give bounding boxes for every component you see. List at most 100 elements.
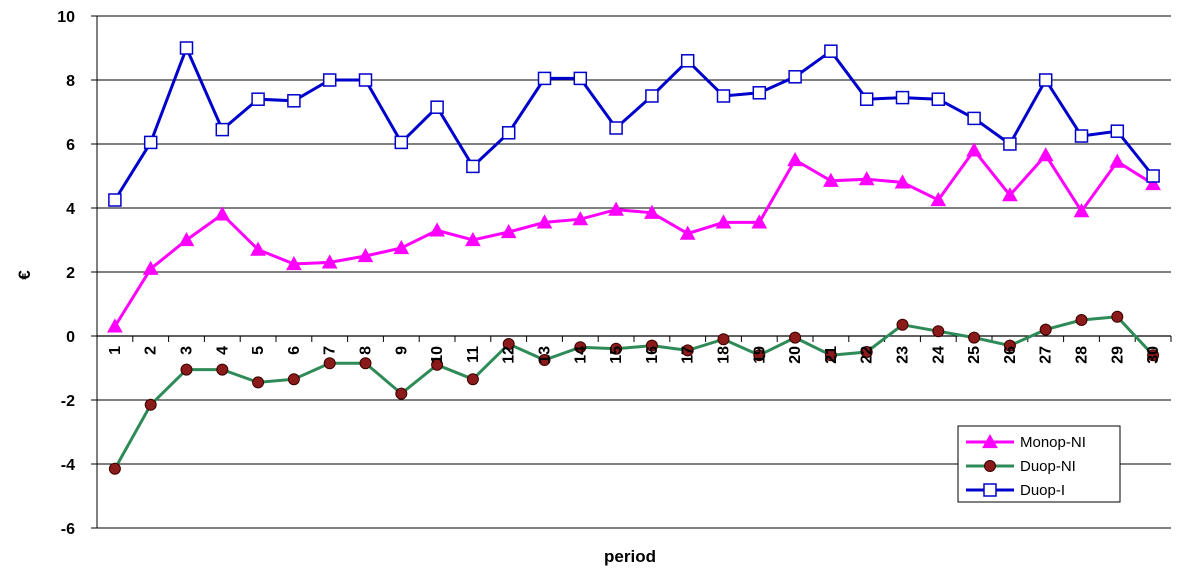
- data-point-duop-i: [251, 92, 265, 106]
- data-point-duop-ni: [824, 349, 837, 362]
- data-point-duop-i: [609, 121, 623, 135]
- data-point-duop-i: [680, 54, 695, 68]
- data-point-duop-ni: [180, 363, 193, 376]
- data-point-duop-ni: [466, 373, 479, 386]
- data-point-monop-ni: [1002, 187, 1018, 202]
- data-point-monop-ni: [1073, 203, 1090, 218]
- y-tick-label: 6: [66, 137, 75, 154]
- data-point-duop-ni: [359, 357, 372, 370]
- data-point-duop-ni: [252, 376, 265, 389]
- x-tick-label: 20: [787, 346, 804, 364]
- data-point-duop-i: [358, 73, 373, 87]
- x-tick-label: 26: [1002, 346, 1019, 364]
- data-point-monop-ni: [536, 214, 553, 229]
- data-point-monop-ni: [894, 174, 911, 189]
- data-point-duop-i: [752, 86, 767, 100]
- series-line-monop-ni: [113, 147, 1154, 328]
- data-point-duop-i: [1110, 124, 1125, 138]
- data-point-duop-ni: [789, 331, 802, 344]
- data-point-duop-ni: [645, 339, 658, 352]
- data-point-duop-ni: [896, 318, 909, 331]
- data-point-monop-ni: [500, 223, 517, 239]
- x-tick-label: 27: [1038, 346, 1055, 364]
- data-point-duop-i: [108, 193, 122, 207]
- data-point-duop-i: [1074, 129, 1089, 143]
- data-point-duop-i: [1038, 73, 1053, 87]
- data-point-duop-i: [895, 90, 910, 105]
- x-tick-label: 24: [930, 346, 947, 364]
- data-point-duop-ni: [1075, 314, 1088, 326]
- x-tick-label: 17: [680, 346, 697, 364]
- data-point-monop-ni: [1109, 153, 1126, 168]
- x-tick-labels: 1 2 3 4 5 6 7 8 9 10 11 12 13 14 15 16 17 18 19 20 21 22 23 24 2…: [107, 346, 1162, 364]
- x-tick-label: 28: [1074, 346, 1091, 364]
- data-point-duop-i: [322, 73, 337, 87]
- data-point-monop-ni: [1037, 147, 1054, 162]
- data-point-monop-ni: [429, 222, 445, 237]
- legend-label-duop-i: Duop-I: [1020, 482, 1065, 499]
- axes: [91, 15, 1172, 529]
- y-tick-label: 10: [57, 9, 75, 26]
- data-point-duop-ni: [144, 398, 157, 411]
- x-tick-label: 25: [966, 346, 983, 364]
- series-monop-ni: [107, 142, 1161, 333]
- data-point-duop-i: [537, 71, 552, 86]
- y-tick-label: -2: [61, 393, 75, 410]
- x-tick-label: 8: [358, 346, 375, 355]
- x-tick-label: 5: [250, 346, 267, 355]
- legend-item-monop-ni: Monop-NI: [966, 433, 1086, 451]
- x-tick-label: 13: [537, 346, 554, 364]
- data-point-monop-ni: [465, 231, 481, 247]
- y-tick-label: -4: [61, 457, 75, 474]
- data-point-duop-ni: [681, 344, 694, 357]
- x-tick-label: 15: [608, 346, 625, 364]
- data-point-duop-i: [573, 71, 588, 86]
- data-point-monop-ni: [214, 206, 231, 221]
- y-tick-label: 2: [66, 265, 75, 282]
- data-point-monop-ni: [644, 204, 660, 219]
- data-point-duop-ni: [860, 346, 873, 358]
- x-tick-label: 19: [751, 346, 768, 364]
- legend-marker-duop-i: [983, 483, 997, 497]
- data-point-duop-ni: [1003, 339, 1016, 352]
- data-point-monop-ni: [286, 255, 302, 271]
- x-tick-label: 22: [859, 346, 876, 364]
- x-tick-label: 23: [895, 346, 912, 364]
- x-tick-label: 6: [286, 346, 303, 355]
- y-tick-label: 4: [66, 201, 75, 218]
- data-point-duop-i: [1003, 137, 1017, 151]
- data-point-duop-i: [1146, 169, 1160, 183]
- data-point-monop-ni: [930, 191, 947, 207]
- data-point-duop-ni: [1111, 310, 1124, 323]
- data-point-duop-i: [179, 41, 194, 55]
- x-tick-label: 12: [501, 346, 518, 364]
- data-point-duop-ni: [538, 354, 551, 366]
- data-point-duop-ni: [932, 325, 945, 338]
- data-point-duop-i: [716, 89, 731, 103]
- data-point-duop-ni: [610, 342, 623, 355]
- data-point-monop-ni: [178, 231, 195, 247]
- data-point-duop-ni: [323, 357, 336, 370]
- x-tick-label: 11: [465, 346, 482, 363]
- data-point-monop-ni: [679, 225, 696, 240]
- x-tick-label: 10: [429, 346, 446, 364]
- data-point-duop-i: [430, 100, 444, 114]
- y-axis-title: €: [15, 270, 34, 280]
- data-point-duop-i: [859, 92, 874, 106]
- data-point-monop-ni: [966, 142, 982, 157]
- data-point-monop-ni: [357, 247, 374, 263]
- y-tick-label: 0: [66, 329, 75, 346]
- data-point-duop-ni: [395, 387, 408, 400]
- data-point-monop-ni: [751, 214, 768, 229]
- x-tick-label: 29: [1109, 346, 1126, 364]
- legend-item-duop-ni: Duop-NI: [966, 458, 1076, 475]
- data-point-duop-ni: [1039, 323, 1052, 336]
- data-point-monop-ni: [1145, 175, 1161, 191]
- data-point-duop-ni: [1147, 349, 1160, 362]
- y-tick-label: 8: [66, 73, 75, 90]
- x-tick-label: 2: [143, 346, 160, 355]
- x-axis-title: period: [604, 547, 656, 566]
- data-point-duop-ni: [753, 349, 766, 362]
- data-point-duop-ni: [574, 341, 587, 354]
- series-lines: [107, 41, 1161, 475]
